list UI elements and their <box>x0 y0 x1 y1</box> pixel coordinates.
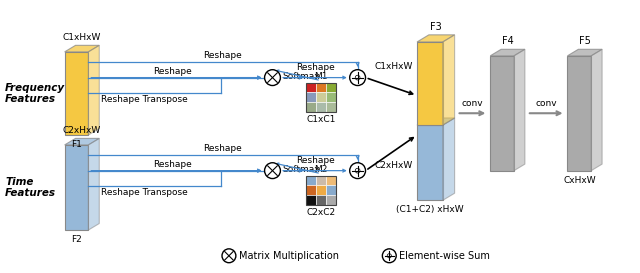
Text: Reshape Transpose: Reshape Transpose <box>101 96 188 104</box>
Bar <box>326 176 336 185</box>
Text: F3: F3 <box>430 22 442 32</box>
Bar <box>306 102 316 112</box>
Circle shape <box>264 70 280 85</box>
Polygon shape <box>568 49 602 56</box>
Text: Reshape: Reshape <box>296 63 335 72</box>
Bar <box>316 185 326 195</box>
Bar <box>306 82 336 112</box>
Text: Softmax: Softmax <box>282 72 320 81</box>
Text: F1: F1 <box>71 140 82 149</box>
Polygon shape <box>65 45 99 52</box>
Bar <box>306 93 316 102</box>
Bar <box>306 176 316 185</box>
Text: Reshape: Reshape <box>204 144 243 153</box>
Polygon shape <box>514 49 525 171</box>
Text: F2: F2 <box>71 235 82 244</box>
Circle shape <box>349 70 365 85</box>
Text: Matrix Multiplication: Matrix Multiplication <box>239 251 339 261</box>
Circle shape <box>382 249 396 263</box>
Text: Reshape: Reshape <box>296 156 335 165</box>
Text: F4: F4 <box>502 36 513 46</box>
Bar <box>326 195 336 205</box>
Polygon shape <box>443 118 454 200</box>
Circle shape <box>222 249 236 263</box>
Bar <box>316 176 326 185</box>
Polygon shape <box>65 145 88 230</box>
Bar <box>316 102 326 112</box>
Bar <box>306 176 336 205</box>
Text: M1: M1 <box>314 72 328 81</box>
Polygon shape <box>417 42 443 125</box>
Polygon shape <box>88 138 99 230</box>
Text: C2xHxW: C2xHxW <box>375 161 413 170</box>
Polygon shape <box>490 49 525 56</box>
Polygon shape <box>591 49 602 171</box>
Text: C2xC2: C2xC2 <box>307 208 335 217</box>
Text: C1xHxW: C1xHxW <box>374 62 413 71</box>
Polygon shape <box>417 35 454 42</box>
Polygon shape <box>417 118 454 125</box>
Bar <box>306 185 316 195</box>
Bar <box>316 82 326 93</box>
Polygon shape <box>490 56 514 171</box>
Text: M2: M2 <box>314 165 328 174</box>
Text: C1xC1: C1xC1 <box>307 115 335 124</box>
Text: Reshape: Reshape <box>153 67 192 76</box>
Bar <box>316 93 326 102</box>
Text: Frequency
Features: Frequency Features <box>5 83 65 104</box>
Circle shape <box>349 163 365 179</box>
Circle shape <box>264 163 280 179</box>
Polygon shape <box>65 138 99 145</box>
Text: Reshape: Reshape <box>153 160 192 169</box>
Polygon shape <box>88 45 99 135</box>
Polygon shape <box>65 52 88 135</box>
Text: Time
Features: Time Features <box>5 177 56 198</box>
Bar <box>306 82 316 93</box>
Text: Reshape Transpose: Reshape Transpose <box>101 188 188 197</box>
Polygon shape <box>443 35 454 125</box>
Text: Element-wise Sum: Element-wise Sum <box>399 251 490 261</box>
Text: Softmax: Softmax <box>282 165 320 174</box>
Bar <box>316 195 326 205</box>
Bar <box>326 102 336 112</box>
Text: (C1+C2) xHxW: (C1+C2) xHxW <box>396 205 464 214</box>
Text: CxHxW: CxHxW <box>563 176 596 185</box>
Text: Reshape: Reshape <box>204 51 243 60</box>
Bar <box>326 93 336 102</box>
Text: conv: conv <box>536 99 557 108</box>
Text: conv: conv <box>461 99 483 108</box>
Bar <box>326 185 336 195</box>
Text: F5: F5 <box>579 36 591 46</box>
Bar <box>326 82 336 93</box>
Bar <box>306 195 316 205</box>
Text: C1xHxW: C1xHxW <box>63 33 101 42</box>
Polygon shape <box>417 125 443 200</box>
Text: C2xHxW: C2xHxW <box>63 126 101 135</box>
Polygon shape <box>568 56 591 171</box>
